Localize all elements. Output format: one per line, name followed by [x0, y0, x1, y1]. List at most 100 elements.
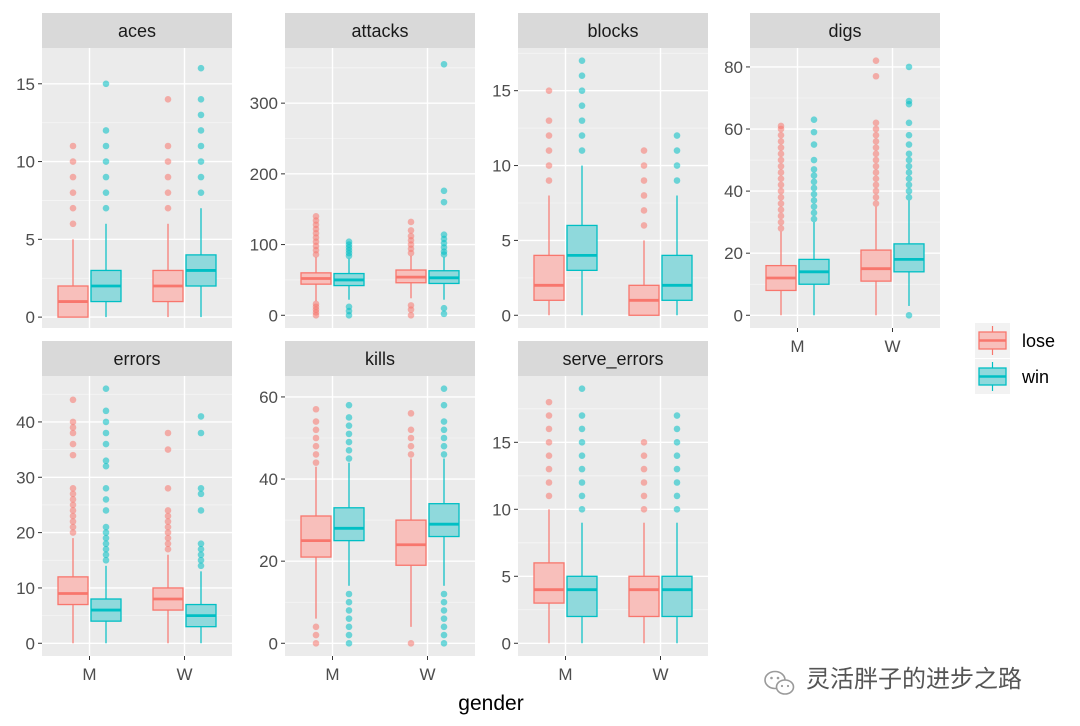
- outlier-point: [197, 64, 205, 72]
- x-axis-title: gender: [458, 692, 523, 715]
- outlier-point: [440, 631, 448, 639]
- outlier-point: [440, 401, 448, 409]
- strip-label: blocks: [587, 21, 638, 41]
- outlier-point: [312, 623, 320, 631]
- box-body: [428, 503, 460, 538]
- outlier-point: [102, 551, 110, 559]
- outlier-point: [440, 385, 448, 393]
- box-M-lose: [57, 142, 89, 318]
- outlier-point: [164, 485, 172, 492]
- box-M-win: [90, 385, 122, 644]
- outlier-point: [345, 401, 353, 409]
- y-tick-label: 10: [492, 500, 511, 519]
- outlier-point: [872, 187, 880, 195]
- outlier-point: [69, 451, 77, 459]
- outlier-point: [440, 598, 448, 606]
- outlier-point: [545, 439, 553, 446]
- outlier-point: [312, 405, 320, 413]
- y-tick-label: 5: [502, 231, 511, 250]
- outlier-point: [440, 590, 448, 598]
- outlier-point: [905, 156, 913, 164]
- outlier-point: [197, 540, 205, 547]
- box-W-win: [428, 60, 460, 318]
- outlier-point: [312, 631, 320, 639]
- outlier-point: [872, 144, 880, 151]
- box-M-win: [333, 238, 365, 319]
- outlier-point: [102, 80, 110, 88]
- outlier-point: [102, 529, 110, 536]
- legend-label: lose: [1022, 331, 1055, 351]
- outlier-point: [197, 413, 205, 420]
- outlier-point: [578, 412, 586, 419]
- outlier-point: [197, 142, 205, 150]
- box-M-win: [798, 116, 830, 316]
- panel-digs: digs 0 20 40 60 80 M W: [724, 13, 940, 356]
- outlier-point: [345, 455, 353, 462]
- outlier-point: [872, 175, 880, 182]
- watermark: 灵活胖子的进步之路: [764, 666, 1022, 695]
- outlier-point: [345, 303, 353, 311]
- x-tick-label: W: [176, 665, 192, 684]
- box-body: [628, 575, 660, 618]
- outlier-point: [810, 178, 818, 186]
- outlier-point: [164, 540, 172, 547]
- y-tick-label: 80: [724, 58, 743, 77]
- outlier-point: [164, 96, 172, 103]
- box-W-win: [661, 132, 693, 316]
- outlier-point: [345, 615, 353, 622]
- outlier-point: [69, 485, 77, 492]
- outlier-point: [345, 430, 353, 438]
- outlier-point: [640, 492, 648, 500]
- outlier-point: [810, 128, 818, 136]
- outlier-point: [69, 523, 77, 531]
- strip-background: [518, 341, 708, 376]
- outlier-point: [102, 440, 110, 448]
- outlier-point: [312, 442, 320, 450]
- x-tick-label: M: [82, 665, 96, 684]
- strip-background: [285, 341, 475, 376]
- box-W-lose: [628, 147, 660, 316]
- outlier-point: [440, 60, 448, 68]
- y-tick-label: 0: [502, 634, 511, 653]
- strip-label: aces: [118, 21, 156, 41]
- outlier-point: [164, 204, 172, 212]
- outlier-point: [69, 220, 77, 228]
- outlier-point: [810, 203, 818, 210]
- outlier-point: [578, 465, 586, 473]
- outlier-point: [777, 194, 785, 201]
- outlier-point: [102, 189, 110, 196]
- outlier-point: [640, 177, 648, 184]
- outlier-point: [164, 523, 172, 531]
- outlier-point: [673, 492, 681, 500]
- strip-label: serve_errors: [562, 349, 663, 370]
- outlier-point: [345, 438, 353, 446]
- outlier-point: [69, 507, 77, 514]
- box-M-win: [566, 385, 598, 644]
- y-tick-label: 200: [250, 165, 278, 184]
- box-body: [661, 575, 693, 618]
- outlier-point: [345, 414, 353, 421]
- outlier-point: [810, 172, 818, 179]
- box-body: [566, 224, 598, 272]
- y-tick-label: 0: [269, 306, 278, 325]
- box-W-win: [428, 385, 460, 647]
- y-tick-label: 15: [492, 433, 511, 452]
- outlier-point: [640, 465, 648, 473]
- outlier-point: [407, 232, 415, 240]
- outlier-point: [440, 426, 448, 434]
- x-tick-label: M: [558, 665, 572, 684]
- outlier-point: [69, 173, 77, 181]
- outlier-point: [872, 119, 880, 127]
- outlier-point: [102, 507, 110, 514]
- outlier-point: [578, 479, 586, 486]
- outlier-point: [440, 615, 448, 622]
- outlier-point: [345, 607, 353, 614]
- outlier-point: [102, 485, 110, 492]
- box-body: [395, 519, 427, 566]
- outlier-point: [345, 238, 353, 246]
- box-body: [893, 243, 925, 273]
- outlier-point: [440, 418, 448, 425]
- outlier-point: [578, 72, 586, 80]
- outlier-point: [164, 507, 172, 514]
